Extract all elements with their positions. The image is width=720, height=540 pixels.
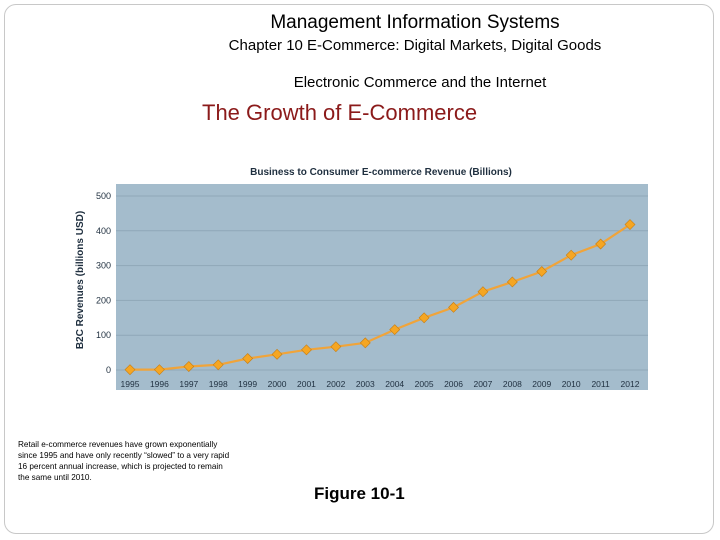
x-tick-label: 2009 bbox=[532, 379, 551, 389]
y-tick-label: 300 bbox=[96, 261, 111, 271]
x-tick-label: 1999 bbox=[238, 379, 257, 389]
x-tick-label: 2007 bbox=[473, 379, 492, 389]
data-point-2000 bbox=[271, 348, 283, 360]
x-tick-label: 2008 bbox=[503, 379, 522, 389]
y-axis-ticks: 0 100 200 300 400 500 bbox=[96, 191, 111, 375]
data-point-2012 bbox=[624, 219, 636, 230]
x-tick-label: 1995 bbox=[121, 379, 140, 389]
slide-frame bbox=[4, 4, 714, 534]
data-point-1998 bbox=[212, 359, 224, 371]
course-title: Management Information Systems bbox=[270, 12, 560, 33]
figure-caption: Retail e-commerce revenues have grown ex… bbox=[18, 440, 230, 482]
data-point-2003 bbox=[359, 337, 371, 349]
x-tick-label: 1997 bbox=[179, 379, 198, 389]
data-point-2001 bbox=[301, 344, 312, 356]
data-markers bbox=[124, 219, 636, 376]
b2c-revenue-chart: Business to Consumer E-commerce Revenue … bbox=[75, 167, 648, 390]
data-point-2006 bbox=[448, 301, 459, 313]
data-point-2007 bbox=[477, 286, 489, 298]
data-point-1995 bbox=[124, 364, 136, 376]
section-title: Electronic Commerce and the Internet bbox=[293, 74, 547, 91]
gridlines bbox=[116, 195, 648, 371]
chart-title: Business to Consumer E-commerce Revenue … bbox=[250, 167, 512, 178]
x-axis-ticks: 1995 1996 1997 1998 1999 2000 2001 2002 2003 2004… bbox=[121, 379, 640, 389]
slide-heading: The Growth of E-Commerce bbox=[202, 100, 478, 125]
plot-area bbox=[116, 184, 648, 390]
data-point-2009 bbox=[536, 266, 548, 277]
x-tick-label: 2004 bbox=[385, 379, 404, 389]
x-tick-label: 2012 bbox=[621, 379, 640, 389]
x-tick-label: 2005 bbox=[415, 379, 434, 389]
x-tick-label: 1998 bbox=[209, 379, 228, 389]
y-tick-label: 200 bbox=[96, 295, 111, 305]
data-point-2002 bbox=[330, 341, 342, 353]
x-tick-label: 2001 bbox=[297, 379, 316, 389]
x-tick-label: 2006 bbox=[444, 379, 463, 389]
figure-label: Figure 10-1 bbox=[314, 484, 405, 503]
y-tick-label: 500 bbox=[96, 191, 111, 201]
y-tick-label: 0 bbox=[106, 365, 111, 375]
data-point-2010 bbox=[565, 249, 577, 261]
data-point-1999 bbox=[242, 353, 254, 364]
x-tick-label: 1996 bbox=[150, 379, 169, 389]
data-point-2008 bbox=[506, 276, 518, 288]
x-tick-label: 2011 bbox=[591, 379, 610, 389]
data-point-2004 bbox=[389, 324, 401, 336]
chapter-title: Chapter 10 E-Commerce: Digital Markets, … bbox=[228, 37, 602, 54]
y-axis-label: B2C Revenues (billions USD) bbox=[75, 211, 86, 349]
data-point-1997 bbox=[183, 361, 195, 372]
x-tick-label: 2003 bbox=[356, 379, 375, 389]
y-tick-label: 100 bbox=[96, 330, 111, 340]
x-tick-label: 2010 bbox=[562, 379, 581, 389]
y-tick-label: 400 bbox=[96, 226, 111, 236]
x-tick-label: 2000 bbox=[268, 379, 287, 389]
x-tick-label: 2002 bbox=[326, 379, 345, 389]
data-point-2011 bbox=[595, 238, 607, 250]
data-point-1996 bbox=[153, 364, 165, 376]
data-point-2005 bbox=[418, 312, 430, 324]
